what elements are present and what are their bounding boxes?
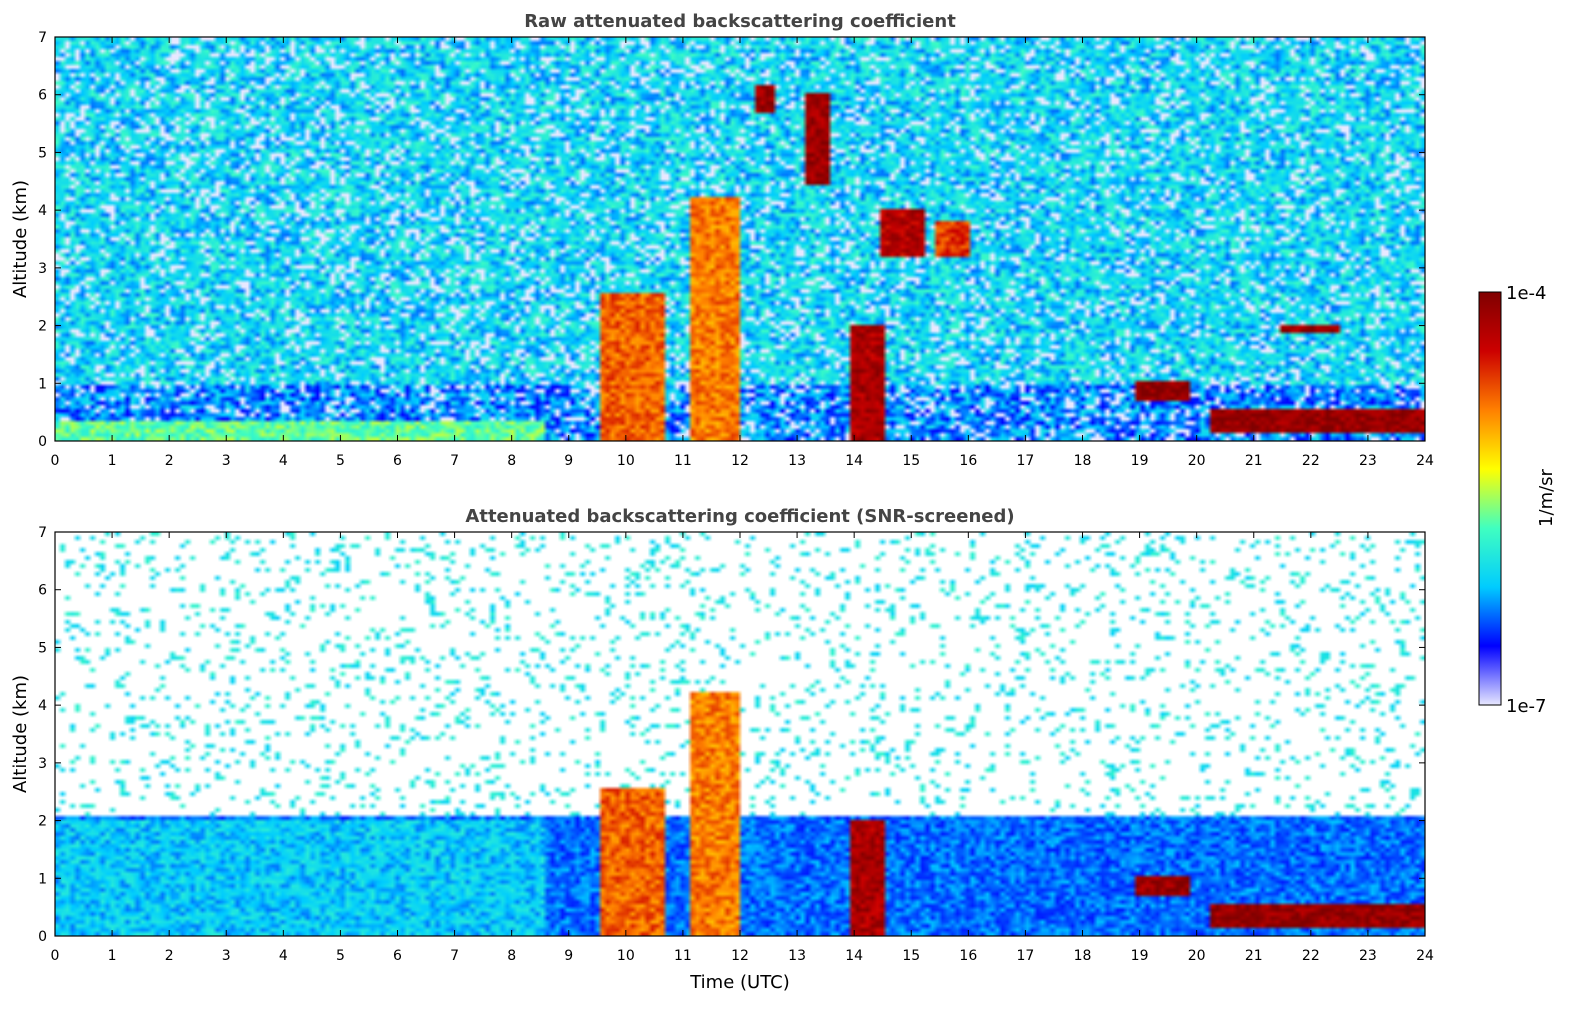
x-tick-label: 6 bbox=[393, 453, 402, 469]
y-tick-label: 3 bbox=[38, 756, 47, 772]
x-tick-label: 0 bbox=[51, 453, 60, 469]
y-tick-label: 7 bbox=[38, 30, 47, 46]
x-tick-label: 21 bbox=[1245, 948, 1263, 964]
panel-title-snr: Attenuated backscattering coefficient (S… bbox=[465, 506, 1014, 527]
y-ticks-raw: 0 1 2 3 4 5 6 7 bbox=[38, 30, 1425, 450]
y-axis-label-snr: Altitude (km) bbox=[10, 675, 31, 793]
x-tick-label: 12 bbox=[731, 948, 749, 964]
x-tick-label: 11 bbox=[674, 453, 692, 469]
x-tick-label: 17 bbox=[1017, 948, 1035, 964]
x-tick-label: 8 bbox=[507, 453, 516, 469]
x-tick-label: 16 bbox=[959, 948, 977, 964]
x-tick-label: 21 bbox=[1245, 453, 1263, 469]
y-tick-label: 4 bbox=[38, 698, 47, 714]
x-tick-label: 1 bbox=[108, 453, 117, 469]
heatmap-image bbox=[55, 37, 1425, 441]
x-tick-label: 5 bbox=[336, 453, 345, 469]
x-tick-label: 13 bbox=[788, 453, 806, 469]
x-tick-label: 3 bbox=[222, 948, 231, 964]
y-tick-label: 5 bbox=[38, 640, 47, 656]
x-tick-label: 0 bbox=[51, 948, 60, 964]
y-tick-label: 1 bbox=[38, 376, 47, 392]
x-tick-label: 5 bbox=[336, 948, 345, 964]
x-tick-label: 18 bbox=[1074, 948, 1092, 964]
x-tick-label: 13 bbox=[788, 948, 806, 964]
y-tick-label: 6 bbox=[38, 583, 47, 599]
colorbar-gradient bbox=[1478, 291, 1502, 706]
x-tick-label: 12 bbox=[731, 453, 749, 469]
x-tick-label: 15 bbox=[902, 453, 920, 469]
y-tick-label: 2 bbox=[38, 319, 47, 335]
x-tick-label: 8 bbox=[507, 948, 516, 964]
y-tick-label: 5 bbox=[38, 145, 47, 161]
x-tick-label: 15 bbox=[902, 948, 920, 964]
x-tick-label: 17 bbox=[1017, 453, 1035, 469]
y-tick-label: 2 bbox=[38, 814, 47, 830]
x-ticks-raw: 0 1 2 3 4 5 6 7 8 9 10 11 12 13 14 15 16 17 18 19 20 21 22 23 24 bbox=[51, 37, 1434, 469]
x-tick-label: 19 bbox=[1131, 948, 1149, 964]
x-tick-label: 22 bbox=[1302, 453, 1320, 469]
x-tick-label: 4 bbox=[279, 948, 288, 964]
x-tick-label: 10 bbox=[617, 453, 635, 469]
y-tick-label: 4 bbox=[38, 203, 47, 219]
x-tick-label: 2 bbox=[165, 453, 174, 469]
x-tick-label: 10 bbox=[617, 948, 635, 964]
x-tick-label: 24 bbox=[1416, 948, 1434, 964]
x-axis-label: Time (UTC) bbox=[689, 972, 790, 993]
heatmap-snr bbox=[55, 532, 1425, 936]
x-tick-label: 20 bbox=[1188, 948, 1206, 964]
x-tick-label: 7 bbox=[450, 453, 459, 469]
x-tick-label: 14 bbox=[845, 453, 863, 469]
x-tick-label: 11 bbox=[674, 948, 692, 964]
x-tick-label: 19 bbox=[1131, 453, 1149, 469]
colorbar-unit-label: 1/m/sr bbox=[1536, 468, 1557, 526]
x-tick-label: 4 bbox=[279, 453, 288, 469]
panel-title-raw: Raw attenuated backscattering coefficien… bbox=[524, 11, 956, 32]
x-tick-label: 2 bbox=[165, 948, 174, 964]
y-tick-label: 7 bbox=[38, 525, 47, 541]
heatmap-image bbox=[55, 532, 1425, 936]
x-tick-label: 16 bbox=[959, 453, 977, 469]
x-tick-label: 9 bbox=[564, 948, 573, 964]
x-tick-label: 24 bbox=[1416, 453, 1434, 469]
x-tick-label: 6 bbox=[393, 948, 402, 964]
x-tick-label: 20 bbox=[1188, 453, 1206, 469]
y-ticks-snr: 0 1 2 3 4 5 6 7 bbox=[38, 525, 1425, 945]
x-tick-label: 7 bbox=[450, 948, 459, 964]
y-tick-label: 0 bbox=[38, 434, 47, 450]
y-tick-label: 1 bbox=[38, 871, 47, 887]
x-tick-label: 3 bbox=[222, 453, 231, 469]
y-axis-label-raw: Altitude (km) bbox=[10, 180, 31, 298]
panel-snr: Attenuated backscattering coefficient (S… bbox=[10, 506, 1434, 993]
colorbar: 1e-4 1e-7 1/m/sr bbox=[1478, 283, 1557, 717]
colorbar-min-label: 1e-7 bbox=[1506, 696, 1546, 717]
x-tick-label: 23 bbox=[1359, 948, 1377, 964]
panel-raw: Raw attenuated backscattering coefficien… bbox=[10, 11, 1434, 469]
x-tick-label: 23 bbox=[1359, 453, 1377, 469]
x-tick-label: 1 bbox=[108, 948, 117, 964]
x-tick-label: 9 bbox=[564, 453, 573, 469]
colorbar-max-label: 1e-4 bbox=[1506, 283, 1546, 304]
x-tick-label: 22 bbox=[1302, 948, 1320, 964]
y-tick-label: 0 bbox=[38, 929, 47, 945]
x-tick-label: 18 bbox=[1074, 453, 1092, 469]
y-tick-label: 3 bbox=[38, 261, 47, 277]
heatmap-raw bbox=[55, 37, 1425, 441]
x-ticks-snr: 0 1 2 3 4 5 6 7 8 9 10 11 12 13 14 15 16 17 18 19 20 21 22 23 24 bbox=[51, 532, 1434, 964]
y-tick-label: 6 bbox=[38, 88, 47, 104]
x-tick-label: 14 bbox=[845, 948, 863, 964]
